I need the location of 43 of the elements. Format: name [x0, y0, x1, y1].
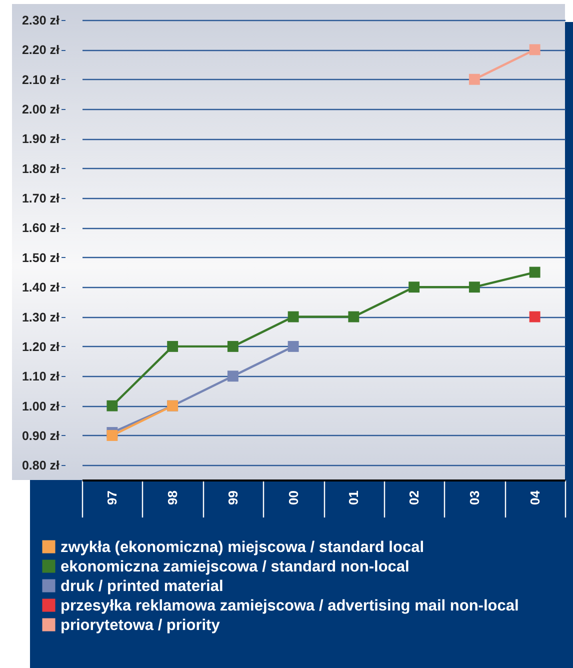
- x-tick-label: 97: [104, 490, 120, 505]
- x-tick-label: 03: [466, 490, 482, 505]
- y-tick-label: 1.00 zł: [22, 399, 60, 414]
- x-tick-label: 99: [225, 490, 240, 505]
- point: [227, 370, 238, 382]
- y-tick-label: 1.30 zł: [22, 310, 60, 324]
- y-tick-label: 1.40 zł: [22, 280, 60, 295]
- x-tick-label: 01: [346, 490, 362, 505]
- point: [288, 340, 299, 352]
- legend-label: zwykła (ekonomiczna) miejscowa / standard local: [60, 538, 424, 556]
- x-tick-label: 02: [406, 490, 422, 505]
- point: [227, 340, 238, 352]
- y-tick-label: 1.80 zł: [22, 162, 60, 176]
- point: [529, 44, 540, 56]
- y-tick-label: 2.10 zł: [22, 72, 60, 87]
- y-tick-label: 1.70 zł: [22, 192, 60, 206]
- point: [408, 282, 420, 293]
- legend-label: ekonomiczna zamiejscowa / standard non-local: [60, 558, 410, 576]
- y-tick-label: 1.50 zł: [22, 250, 60, 265]
- x-tick-label: 04: [527, 490, 542, 505]
- point: [106, 400, 118, 412]
- y-tick-label: 1.60 zł: [22, 221, 60, 236]
- x-tick-label: 00: [286, 490, 301, 505]
- point: [468, 282, 480, 293]
- point: [288, 311, 299, 322]
- point: [529, 266, 540, 278]
- legend-label: przesyłka reklamowa zamiejscowa / advertising mail non-local: [60, 597, 519, 614]
- x-tick-label: 98: [165, 490, 180, 505]
- point: [468, 74, 480, 85]
- point: [529, 311, 540, 322]
- y-tick-label: 2.30 zł: [22, 14, 60, 28]
- y-tick-label: 1.20 zł: [22, 340, 60, 354]
- y-tick-label: 0.80 zł: [22, 458, 60, 473]
- point: [167, 340, 178, 352]
- legend-label: druk / printed material: [60, 578, 224, 595]
- y-tick-label: 2.00 zł: [22, 102, 60, 117]
- point: [348, 311, 360, 322]
- y-tick-label: 0.90 zł: [22, 428, 60, 443]
- legend-label: priorytetowa / priority: [60, 616, 220, 634]
- y-tick-label: 1.10 zł: [22, 370, 60, 384]
- y-tick-label: 2.20 zł: [22, 43, 60, 58]
- point: [106, 430, 118, 441]
- y-tick-label: 1.90 zł: [22, 132, 60, 146]
